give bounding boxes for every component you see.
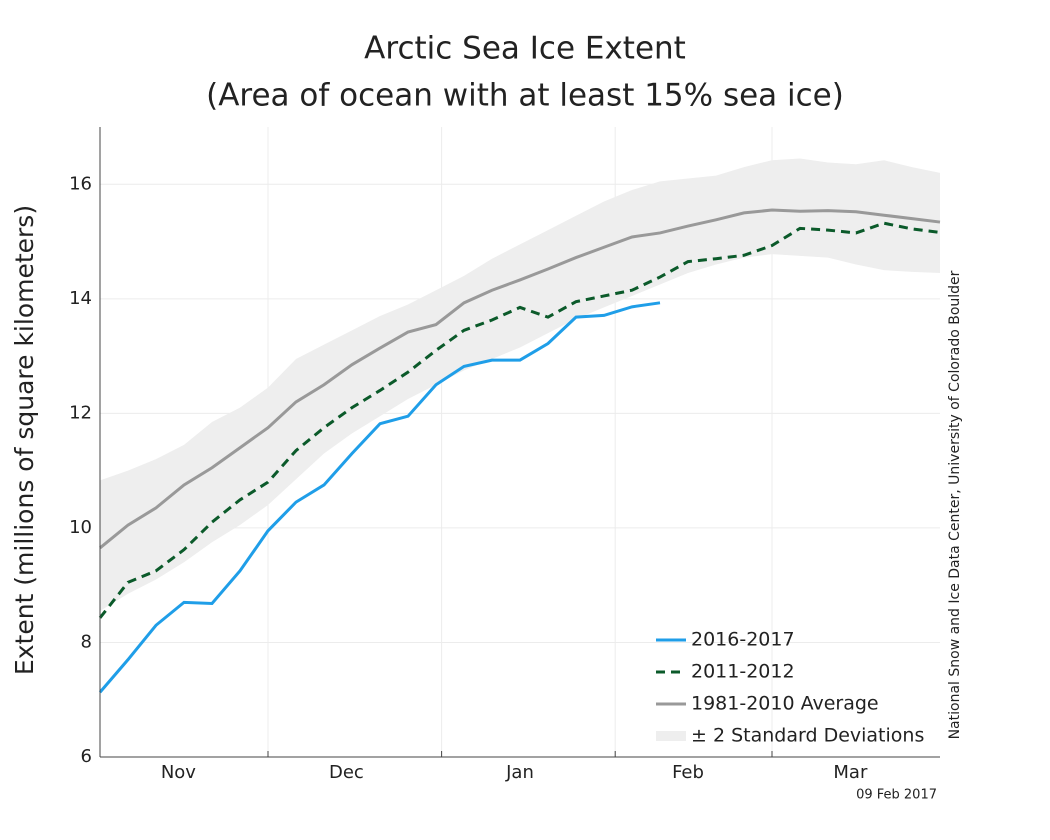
x-tick-label: Nov [161, 762, 196, 783]
x-tick-label: Mar [833, 762, 868, 783]
legend-label: 2011-2012 [691, 661, 795, 683]
series-line [99, 208, 941, 550]
y-axis-label: Extent (millions of square kilometers) [10, 205, 39, 675]
date-note: 09 Feb 2017 [856, 788, 937, 803]
y-tick-label: 6 [81, 746, 92, 767]
chart-title: Arctic Sea Ice Extent [364, 31, 686, 67]
y-tick-label: 16 [69, 173, 92, 194]
legend-label: 2016-2017 [691, 629, 795, 651]
x-tick-label: Feb [672, 762, 704, 783]
plot [98, 158, 941, 694]
y-tick-label: 12 [69, 402, 92, 423]
y-tick-label: 10 [69, 517, 92, 538]
legend-swatch [656, 731, 686, 741]
x-tick-label: Jan [505, 762, 534, 783]
chart-subtitle: (Area of ocean with at least 15% sea ice… [206, 78, 844, 114]
y-tick-label: 8 [81, 631, 92, 652]
legend-label: ± 2 Standard Deviations [691, 725, 924, 747]
std-band [100, 158, 940, 611]
x-tick-label: Dec [329, 762, 364, 783]
y-tick-label: 14 [69, 288, 92, 309]
source-note: National Snow and Ice Data Center, Unive… [947, 270, 963, 739]
series-line [98, 301, 661, 694]
series-line [98, 221, 941, 619]
legend-label: 1981-2010 Average [691, 693, 879, 715]
